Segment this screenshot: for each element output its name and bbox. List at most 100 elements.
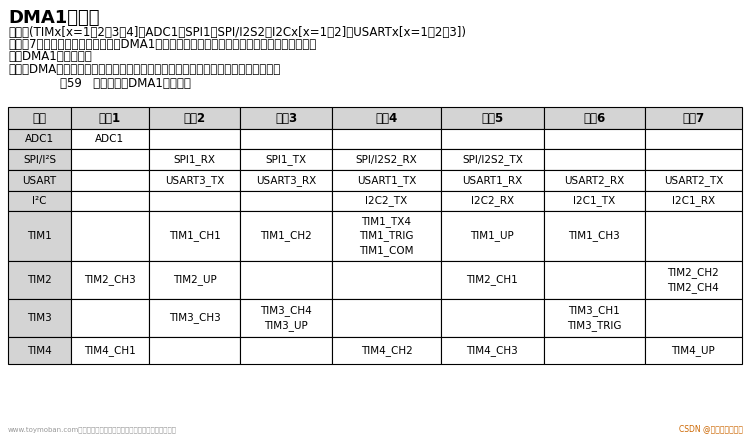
Text: TIM1_CH2: TIM1_CH2 [261, 231, 312, 242]
Bar [441, 261, 544, 299]
Text: www.toymoban.com网络图片仅供展示，非存储，如有侵权请联系删除。: www.toymoban.com网络图片仅供展示，非存储，如有侵权请联系删除。 [8, 427, 177, 433]
Text: TIM2: TIM2 [27, 275, 52, 285]
Text: TIM3_CH1
TIM3_TRIG: TIM3_CH1 TIM3_TRIG [567, 305, 622, 330]
Bar [644, 149, 742, 170]
Bar [240, 149, 332, 170]
Text: TIM3: TIM3 [27, 313, 52, 323]
Bar [149, 129, 240, 149]
Text: TIM1_TX4
TIM1_TRIG
TIM1_COM: TIM1_TX4 TIM1_TRIG TIM1_COM [359, 216, 414, 256]
Bar [8, 149, 71, 170]
Bar [149, 191, 240, 211]
Text: 外设: 外设 [32, 111, 47, 125]
Bar [8, 337, 71, 364]
Bar [332, 211, 441, 261]
Bar [149, 107, 240, 129]
Bar [71, 337, 149, 364]
Text: USART3_TX: USART3_TX [165, 175, 225, 186]
Bar [240, 337, 332, 364]
Text: USART3_RX: USART3_RX [256, 175, 316, 186]
Text: I2C2_TX: I2C2_TX [365, 195, 408, 206]
Text: ADC1: ADC1 [95, 134, 125, 144]
Text: TIM4_CH3: TIM4_CH3 [466, 345, 518, 356]
Bar [332, 170, 441, 191]
Bar [544, 261, 644, 299]
Bar [71, 170, 149, 191]
Text: USART: USART [23, 176, 56, 185]
Bar [544, 129, 644, 149]
Bar [441, 337, 544, 364]
Bar [332, 129, 441, 149]
Text: CSDN @全能骑士康柏明: CSDN @全能骑士康柏明 [679, 424, 743, 433]
Bar [240, 299, 332, 337]
Text: SPI/I²S: SPI/I²S [23, 155, 56, 164]
Bar [240, 211, 332, 261]
Text: 通道1: 通道1 [99, 111, 121, 125]
Text: 图的DMA1请求映像。: 图的DMA1请求映像。 [8, 50, 92, 63]
Bar [644, 337, 742, 364]
Text: TIM4: TIM4 [27, 346, 52, 356]
Bar [8, 107, 71, 129]
Text: SPI/I2S2_RX: SPI/I2S2_RX [355, 154, 418, 165]
Bar [240, 170, 332, 191]
Text: TIM4_UP: TIM4_UP [671, 345, 715, 356]
Text: 通道2: 通道2 [183, 111, 206, 125]
Text: TIM4_CH1: TIM4_CH1 [84, 345, 136, 356]
Bar [240, 107, 332, 129]
Text: USART2_RX: USART2_RX [564, 175, 624, 186]
Bar [544, 337, 644, 364]
Bar [544, 191, 644, 211]
Bar [332, 191, 441, 211]
Text: TIM1_CH1: TIM1_CH1 [169, 231, 221, 242]
Bar [332, 337, 441, 364]
Bar [441, 170, 544, 191]
Text: I2C1_RX: I2C1_RX [672, 195, 715, 206]
Bar [441, 129, 544, 149]
Text: 表59   各个通道的DMA1请求一览: 表59 各个通道的DMA1请求一览 [60, 77, 191, 90]
Text: TIM1: TIM1 [27, 231, 52, 241]
Text: USART1_RX: USART1_RX [463, 175, 523, 186]
Text: ADC1: ADC1 [25, 134, 54, 144]
Text: 通道7: 通道7 [682, 111, 704, 125]
Text: DMA1控制器: DMA1控制器 [8, 9, 99, 27]
Bar [240, 129, 332, 149]
Bar [8, 211, 71, 261]
Bar [332, 261, 441, 299]
Text: SPI1_TX: SPI1_TX [266, 154, 307, 165]
Text: TIM1_UP: TIM1_UP [470, 231, 514, 242]
Bar [332, 299, 441, 337]
Text: I²C: I²C [32, 196, 47, 206]
Bar [71, 261, 149, 299]
Bar [644, 129, 742, 149]
Bar [544, 211, 644, 261]
Bar [544, 170, 644, 191]
Bar [544, 299, 644, 337]
Bar [149, 337, 240, 364]
Text: TIM3_CH4
TIM3_UP: TIM3_CH4 TIM3_UP [261, 305, 312, 330]
Text: TIM2_CH2
TIM2_CH4: TIM2_CH2 TIM2_CH4 [668, 267, 719, 292]
Bar [71, 149, 149, 170]
Bar [644, 191, 742, 211]
Text: 通道6: 通道6 [584, 111, 605, 125]
Text: 通道5: 通道5 [481, 111, 503, 125]
Bar [240, 191, 332, 211]
Bar [441, 299, 544, 337]
Bar [441, 211, 544, 261]
Bar [332, 149, 441, 170]
Text: SPI1_RX: SPI1_RX [173, 154, 216, 165]
Bar [8, 170, 71, 191]
Text: USART2_TX: USART2_TX [664, 175, 723, 186]
Bar [644, 211, 742, 261]
Text: 通道3: 通道3 [275, 111, 297, 125]
Bar [71, 191, 149, 211]
Bar [8, 191, 71, 211]
Bar [149, 170, 240, 191]
Text: SPI/I2S2_TX: SPI/I2S2_TX [462, 154, 523, 165]
Text: TIM3_CH3: TIM3_CH3 [169, 312, 221, 323]
Bar [149, 211, 240, 261]
Text: I2C2_RX: I2C2_RX [471, 195, 514, 206]
Bar [8, 261, 71, 299]
Bar [441, 107, 544, 129]
Bar [71, 129, 149, 149]
Text: TIM1_CH3: TIM1_CH3 [569, 231, 620, 242]
Bar [149, 149, 240, 170]
